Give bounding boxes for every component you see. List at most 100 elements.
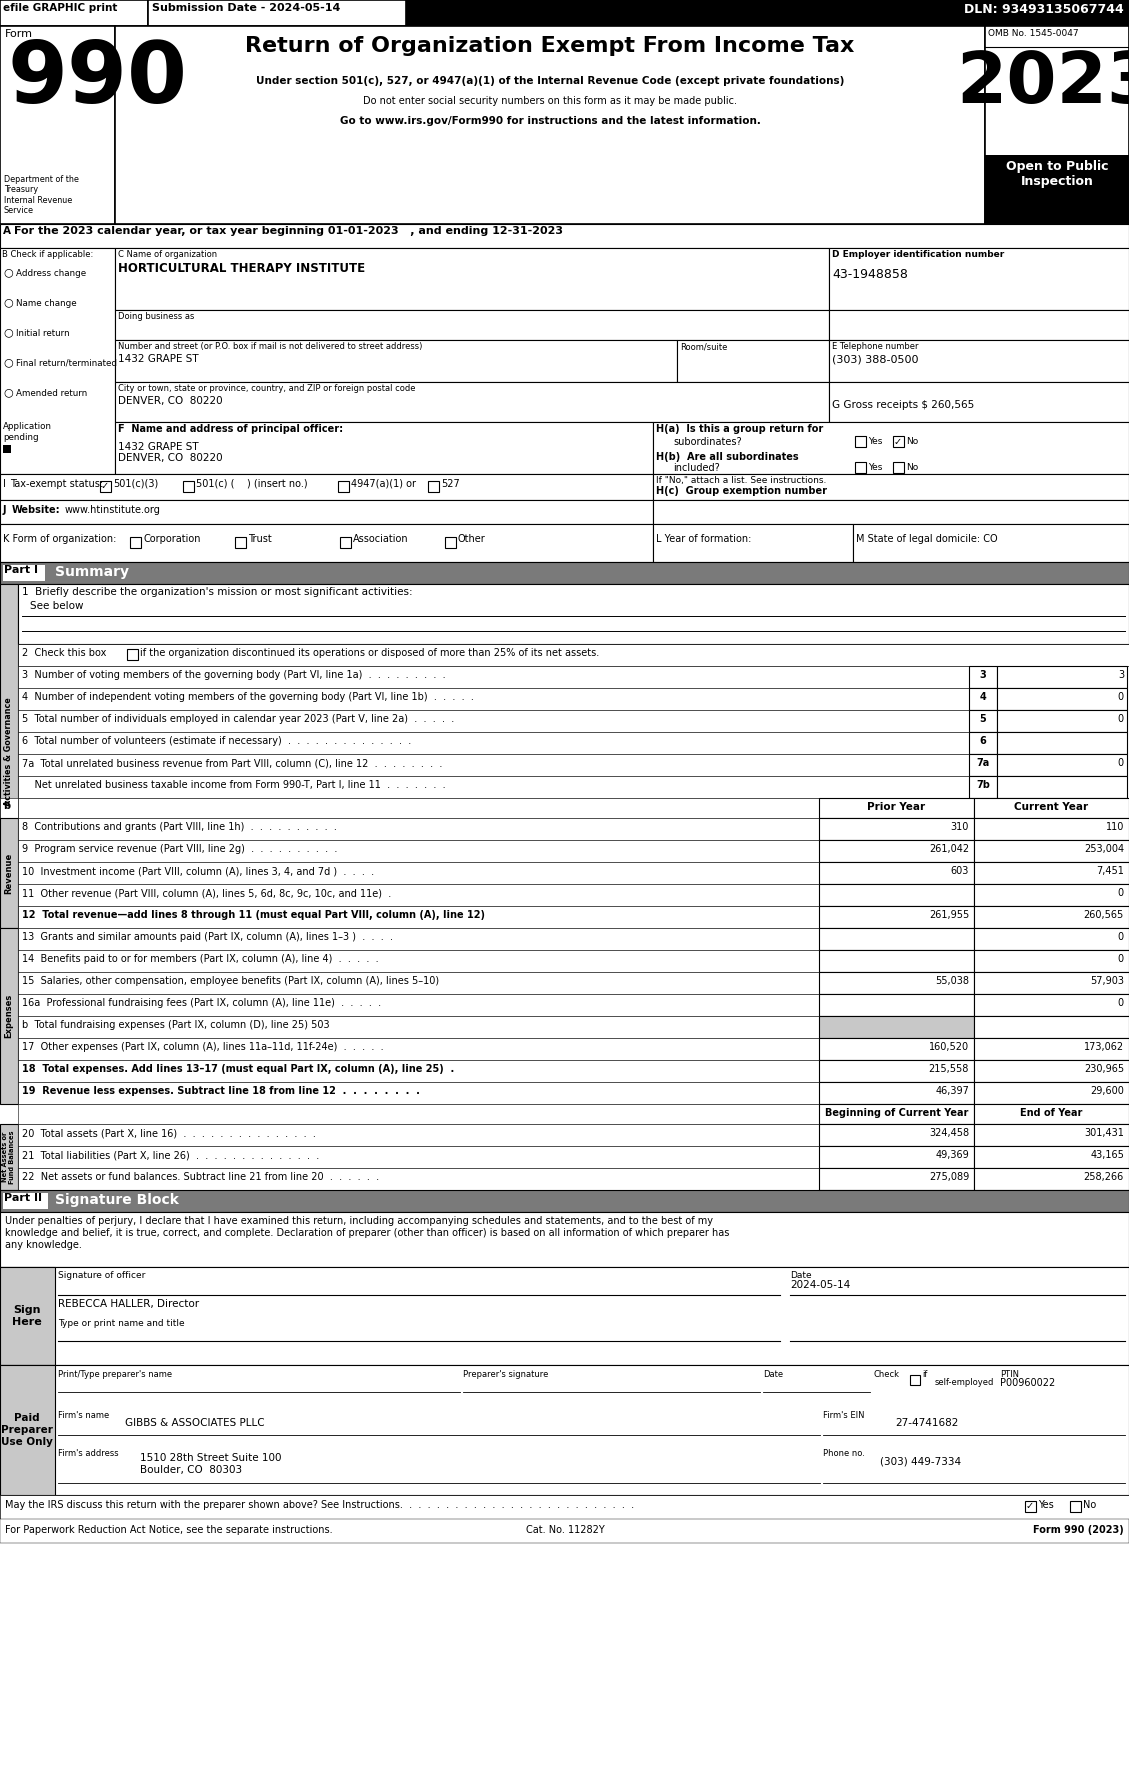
Bar [829, 381, 1129, 422]
Bar [984, 155, 1129, 224]
Bar [18, 862, 819, 885]
Bar [893, 463, 904, 473]
Text: 10  Investment income (Part VIII, column (A), lines 3, 4, and 7d )  .  .  .  .: 10 Investment income (Part VIII, column … [21, 865, 374, 876]
Text: Part I: Part I [5, 565, 38, 576]
Text: 29,600: 29,600 [1091, 1086, 1124, 1097]
Text: Number and street (or P.O. box if mail is not delivered to street address): Number and street (or P.O. box if mail i… [119, 343, 422, 351]
Text: A: A [3, 226, 11, 237]
Text: For the 2023 calendar year, or tax year beginning 01-01-2023   , and ending 12-3: For the 2023 calendar year, or tax year … [14, 226, 563, 237]
Text: M State of legal domicile: CO: M State of legal domicile: CO [856, 533, 998, 544]
Text: b  Total fundraising expenses (Part IX, column (D), line 25) 503: b Total fundraising expenses (Part IX, c… [21, 1021, 330, 1030]
Text: Signature of officer: Signature of officer [58, 1272, 146, 1280]
Text: 9  Program service revenue (Part VIII, line 2g)  .  .  .  .  .  .  .  .  .  .: 9 Program service revenue (Part VIII, li… [21, 844, 338, 855]
Text: P00960022: P00960022 [1000, 1377, 1056, 1388]
Bar [428, 480, 439, 493]
Bar [969, 689, 997, 710]
Text: if the organization discontinued its operations or disposed of more than 25% of : if the organization discontinued its ope… [140, 648, 599, 659]
Text: 3: 3 [980, 669, 987, 680]
Text: No: No [905, 463, 918, 472]
Bar [854, 525, 1129, 562]
Bar [0, 224, 1129, 247]
Text: ✓: ✓ [893, 436, 902, 447]
Text: Yes: Yes [868, 463, 883, 472]
Bar [18, 645, 1129, 666]
Bar [3, 1194, 49, 1210]
Bar [18, 818, 819, 841]
Text: For Paperwork Reduction Act Notice, see the separate instructions.: For Paperwork Reduction Act Notice, see … [5, 1526, 333, 1535]
Text: Paid
Preparer
Use Only: Paid Preparer Use Only [1, 1413, 53, 1446]
Bar [18, 885, 819, 906]
Text: See below: See below [30, 600, 84, 611]
Text: Other: Other [458, 533, 485, 544]
Text: Room/suite: Room/suite [680, 343, 727, 351]
Text: if: if [922, 1370, 927, 1379]
Bar [18, 906, 819, 927]
Bar [130, 537, 141, 547]
Text: 1432 GRAPE ST: 1432 GRAPE ST [119, 353, 199, 364]
Bar [974, 927, 1129, 950]
Text: 6  Total number of volunteers (estimate if necessary)  .  .  .  .  .  .  .  .  .: 6 Total number of volunteers (estimate i… [21, 736, 411, 745]
Bar [115, 311, 829, 341]
Text: I: I [3, 479, 6, 489]
Text: Boulder, CO  80303: Boulder, CO 80303 [140, 1466, 242, 1475]
Text: Doing business as: Doing business as [119, 313, 194, 321]
Bar [18, 1083, 819, 1104]
Text: Print/Type preparer's name: Print/Type preparer's name [58, 1370, 172, 1379]
Text: pending: pending [3, 433, 38, 442]
Text: Part II: Part II [5, 1194, 42, 1203]
Text: 501(c) (    ) (insert no.): 501(c) ( ) (insert no.) [196, 479, 307, 489]
Text: Firm's name: Firm's name [58, 1411, 110, 1420]
Bar [148, 0, 406, 26]
Text: Net Assets or
Fund Balances: Net Assets or Fund Balances [2, 1130, 16, 1183]
Text: Revenue: Revenue [5, 853, 14, 894]
Bar [0, 1190, 1129, 1211]
Bar [974, 841, 1129, 862]
Bar [0, 1123, 18, 1190]
Bar [855, 463, 866, 473]
Text: 27-4741682: 27-4741682 [895, 1418, 959, 1429]
Text: H(c)  Group exemption number: H(c) Group exemption number [656, 486, 828, 496]
Bar [819, 927, 974, 950]
Text: 324,458: 324,458 [929, 1128, 969, 1137]
Bar [18, 775, 969, 798]
Bar [653, 422, 1129, 473]
Text: 2024-05-14: 2024-05-14 [790, 1280, 850, 1289]
Text: Beginning of Current Year: Beginning of Current Year [825, 1107, 969, 1118]
Bar [0, 1519, 1129, 1543]
Bar [0, 473, 653, 500]
Text: ○: ○ [3, 357, 12, 367]
Text: Phone no.: Phone no. [823, 1448, 865, 1459]
Bar [969, 710, 997, 731]
Bar [997, 731, 1127, 754]
Bar [984, 26, 1129, 224]
Text: 8  Contributions and grants (Part VIII, line 1h)  .  .  .  .  .  .  .  .  .  .: 8 Contributions and grants (Part VIII, l… [21, 821, 336, 832]
Text: Association: Association [353, 533, 409, 544]
Text: 5: 5 [980, 713, 987, 724]
Text: G Gross receipts $ 260,565: G Gross receipts $ 260,565 [832, 401, 974, 410]
Bar [819, 906, 974, 927]
Bar [18, 1015, 819, 1038]
Text: included?: included? [673, 463, 720, 473]
Text: 16a  Professional fundraising fees (Part IX, column (A), line 11e)  .  .  .  .  : 16a Professional fundraising fees (Part … [21, 998, 382, 1008]
Text: Signature Block: Signature Block [55, 1194, 178, 1206]
Text: 275,089: 275,089 [929, 1173, 969, 1181]
Bar [18, 1060, 819, 1083]
Text: Do not enter social security numbers on this form as it may be made public.: Do not enter social security numbers on … [364, 95, 737, 106]
Text: Form 990 (2023): Form 990 (2023) [1033, 1526, 1124, 1535]
Text: 260,565: 260,565 [1084, 909, 1124, 920]
Text: 301,431: 301,431 [1084, 1128, 1124, 1137]
Text: Firm's address: Firm's address [58, 1448, 119, 1459]
Text: Form: Form [5, 28, 33, 39]
Bar [819, 971, 974, 994]
Bar [819, 862, 974, 885]
Text: 49,369: 49,369 [935, 1150, 969, 1160]
Bar [18, 1038, 819, 1060]
Bar [974, 1015, 1129, 1038]
Bar [819, 994, 974, 1015]
Text: Preparer's signature: Preparer's signature [463, 1370, 549, 1379]
Bar [3, 565, 45, 581]
Bar [997, 710, 1127, 731]
Bar [974, 994, 1129, 1015]
Text: F  Name and address of principal officer:: F Name and address of principal officer: [119, 424, 343, 434]
Bar [997, 754, 1127, 775]
